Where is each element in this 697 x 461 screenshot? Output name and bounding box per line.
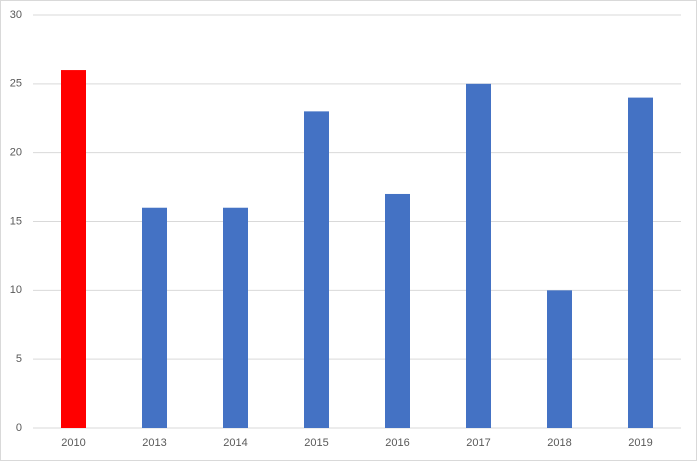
y-tick-label: 15 — [10, 215, 22, 227]
x-tick-label: 2013 — [142, 437, 166, 449]
x-tick-label: 2015 — [304, 437, 328, 449]
x-tick-label: 2016 — [385, 437, 409, 449]
y-tick-label: 30 — [10, 9, 22, 21]
bar — [385, 193, 410, 428]
bar — [142, 207, 167, 428]
bar — [466, 83, 491, 428]
bar — [61, 70, 86, 429]
y-tick-label: 5 — [16, 353, 22, 365]
bar — [304, 111, 329, 428]
bar — [547, 290, 572, 428]
y-tick-label: 10 — [10, 284, 22, 296]
y-tick-label: 25 — [10, 78, 22, 90]
y-tick-label: 20 — [10, 147, 22, 159]
x-tick-label: 2018 — [547, 437, 571, 449]
x-tick-label: 2019 — [628, 437, 652, 449]
x-tick-label: 2017 — [466, 437, 490, 449]
x-tick-label: 2010 — [61, 437, 85, 449]
y-tick-label: 0 — [16, 422, 22, 434]
bar — [223, 207, 248, 428]
bar — [628, 97, 653, 428]
x-tick-label: 2014 — [223, 437, 247, 449]
